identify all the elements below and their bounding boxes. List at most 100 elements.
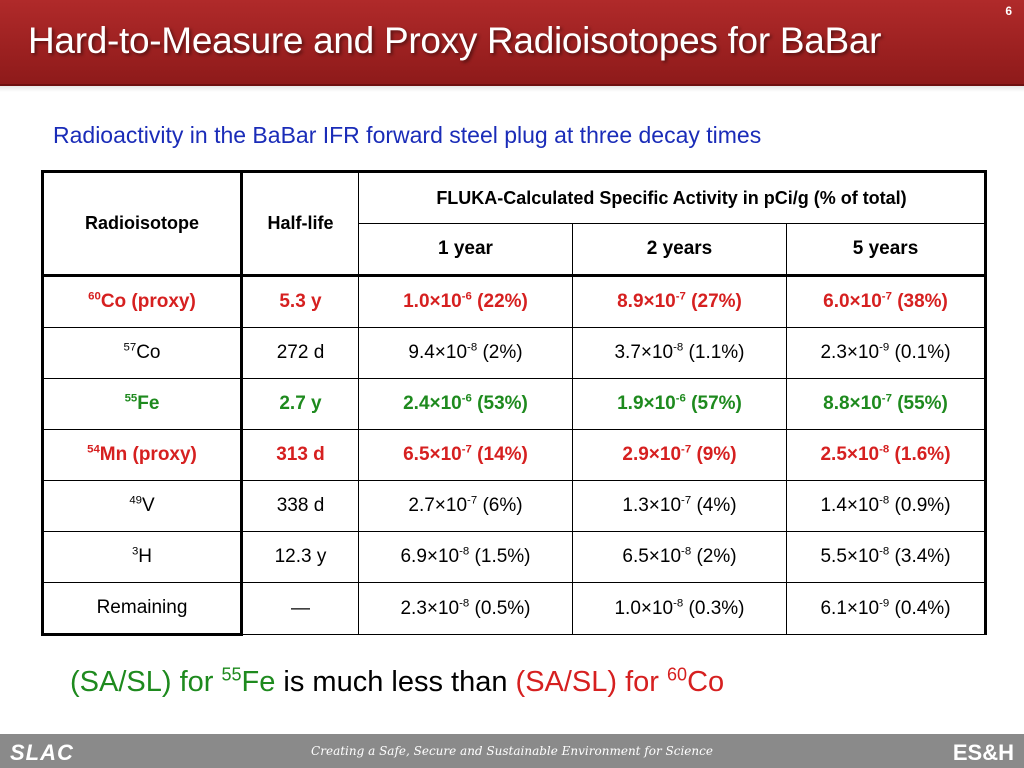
activity-percent: (57%) [685,393,742,414]
esh-logo: ES&H [952,740,1014,765]
header-radioisotope: Radioisotope [41,170,243,277]
slide-title: Hard-to-Measure and Proxy Radioisotopes … [28,20,882,61]
activity-exponent: -7 [881,290,892,303]
table-row: 60Co (proxy) 5.3 y 1.0×10-6 (22%) 8.9×10-7 … [41,275,988,328]
isotope-name: V [141,495,155,516]
activity-mantissa: 1.3×10 [622,495,682,516]
activity-exponent: -7 [461,443,472,456]
activity-exponent: -7 [675,290,686,303]
activity-mantissa: 2.5×10 [820,444,880,465]
cell-activity: 6.5×10-7 (14%) [358,429,573,481]
activity-percent: (2%) [477,342,523,363]
table-row: 54Mn (proxy) 313 d 6.5×10-7 (14%) 2.9×10-7 … [41,429,988,481]
activity-mantissa: 1.0×10 [614,597,674,619]
conclusion-middle: is much less than [275,666,516,698]
isotope-mass-number: 57 [123,341,137,354]
cell-half-life: 5.3 y [241,275,359,328]
activity-exponent: -9 [879,341,890,354]
cell-half-life: — [241,582,359,635]
activity-percent: (53%) [471,393,528,414]
cell-activity: 6.0×10-7 (38%) [785,275,988,328]
activity-exponent: -8 [879,494,890,507]
activity-exponent: -6 [675,392,686,405]
activity-exponent: -8 [681,545,692,558]
activity-exponent: -7 [467,494,478,507]
isotope-name: Mn (proxy) [99,444,197,465]
activity-percent: (22%) [471,291,528,312]
activity-mantissa: 1.9×10 [617,393,676,414]
cell-activity: 6.5×10-8 (2%) [572,531,787,583]
cell-activity: 1.3×10-7 (4%) [572,480,787,532]
cell-half-life: 2.7 y [241,378,359,430]
activity-table: Radioisotope Half-life FLUKA-Calculated … [41,170,988,636]
conclusion-part1: (SA/SL) for [70,666,222,698]
activity-exponent: -7 [681,443,692,456]
isotope-name: Remaining [96,597,188,618]
activity-exponent: -8 [467,341,478,354]
title-bar: Hard-to-Measure and Proxy Radioisotopes … [0,0,1024,86]
activity-exponent: -8 [673,597,684,610]
table-body: 60Co (proxy) 5.3 y 1.0×10-6 (22%) 8.9×10-7 … [41,275,988,636]
activity-mantissa: 3.7×10 [614,342,674,363]
cell-half-life: 12.3 y [241,531,359,583]
isotope-mass-number: 3 [131,545,139,558]
activity-mantissa: 2.4×10 [403,393,462,414]
activity-percent: (0.9%) [889,495,951,516]
isotope-name: Co (proxy) [100,291,196,312]
header-activity: FLUKA-Calculated Specific Activity in pC… [357,170,988,224]
activity-mantissa: 1.4×10 [820,495,880,516]
activity-percent: (0.1%) [889,342,951,363]
cell-activity: 2.3×10-8 (0.5%) [358,582,573,635]
table-row: 3H 12.3 y 6.9×10-8 (1.5%) 6.5×10-8 (2%) 5.5×… [41,531,988,583]
conclusion-text: (SA/SL) for 55Fe is much less than (SA/S… [70,664,725,699]
activity-mantissa: 2.7×10 [408,495,468,516]
co-symbol: Co [687,666,725,698]
isotope-name: H [138,546,153,567]
cell-activity: 2.4×10-6 (53%) [358,378,573,430]
slac-logo: SLAC [10,740,74,765]
cell-activity: 8.8×10-7 (55%) [785,378,988,430]
activity-exponent: -7 [681,494,692,507]
cell-activity: 9.4×10-8 (2%) [358,327,573,379]
cell-isotope: 60Co (proxy) [41,275,243,328]
table-row: Remaining —2.3×10-8 (0.5%) 1.0×10-8 (0.3%)… [41,582,988,636]
cell-isotope: 55Fe [41,378,243,430]
activity-exponent: -6 [461,392,472,405]
activity-mantissa: 8.9×10 [617,291,676,312]
table-row: 49V 338 d 2.7×10-7 (6%) 1.3×10-7 (4%) 1.4×10… [41,480,988,532]
cell-activity: 5.5×10-8 (3.4%) [785,531,988,583]
header-time-2: 2 years [572,223,787,277]
cell-activity: 2.3×10-9 (0.1%) [785,327,988,379]
isotope-name: Co [136,342,161,363]
fe-mass-number: 55 [221,664,242,685]
activity-percent: (3.4%) [889,546,951,567]
header-time-1: 1 year [358,223,573,277]
table-row: 57Co 272 d 9.4×10-8 (2%) 3.7×10-8 (1.1%) 2.3… [41,327,988,379]
activity-percent: (6%) [477,495,523,516]
cell-activity: 1.0×10-6 (22%) [358,275,573,328]
activity-percent: (27%) [685,291,742,312]
cell-half-life: 272 d [241,327,359,379]
activity-mantissa: 6.9×10 [400,546,460,567]
conclusion-fe-phrase: (SA/SL) for 55Fe [70,664,275,698]
cell-activity: 2.7×10-7 (6%) [358,480,573,532]
cell-activity: 2.5×10-8 (1.6%) [785,429,988,481]
activity-percent: (2%) [691,546,737,567]
cell-activity: 6.1×10-9 (0.4%) [785,582,988,635]
activity-mantissa: 1.0×10 [403,291,462,312]
table-row: 55Fe 2.7 y 2.4×10-6 (53%) 1.9×10-6 (57%) 8.8… [41,378,988,430]
activity-mantissa: 6.5×10 [622,546,682,567]
activity-mantissa: 6.0×10 [823,291,882,312]
activity-mantissa: 6.1×10 [820,597,880,619]
activity-percent: (4%) [691,495,737,516]
activity-exponent: -8 [879,443,890,456]
activity-mantissa: 6.5×10 [403,444,462,465]
cell-half-life: 338 d [241,480,359,532]
isotope-mass-number: 55 [124,392,138,405]
footer-bar: SLAC Creating a Safe, Secure and Sustain… [0,734,1024,768]
activity-exponent: -9 [879,597,890,610]
co-mass-number: 60 [667,664,688,685]
activity-exponent: -6 [461,290,472,303]
activity-exponent: -7 [881,392,892,405]
activity-percent: (38%) [891,291,948,312]
